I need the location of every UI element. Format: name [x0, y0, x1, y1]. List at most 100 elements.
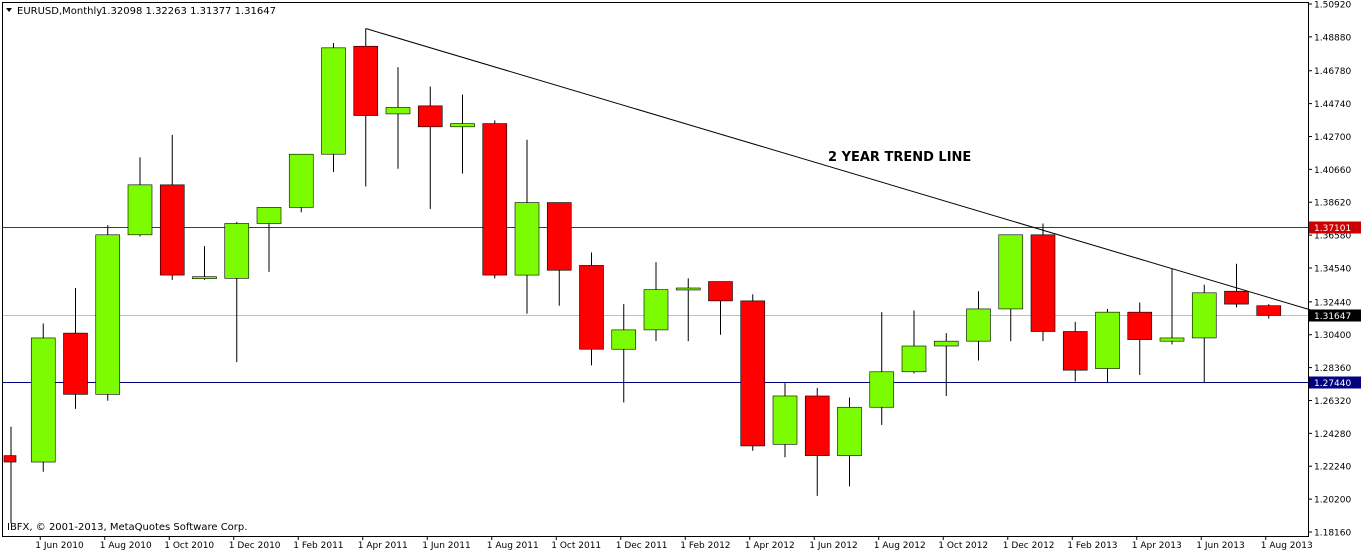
- candle[interactable]: [224, 221, 250, 363]
- candles[interactable]: [3, 28, 1282, 524]
- candle[interactable]: [1191, 284, 1217, 384]
- candle[interactable]: [869, 312, 895, 425]
- candle[interactable]: [901, 310, 927, 374]
- bull-candle-body: [611, 329, 637, 350]
- candle[interactable]: [998, 234, 1024, 342]
- candle[interactable]: [1062, 321, 1088, 382]
- trend-line-group[interactable]: [365, 28, 1319, 313]
- bear-candle-body: [579, 265, 604, 350]
- bear-candle-body: [1030, 234, 1056, 332]
- bull-candle-body: [837, 406, 862, 456]
- bull-candle-body: [933, 340, 959, 347]
- candle[interactable]: [385, 67, 411, 169]
- bear-candle-body: [63, 332, 88, 395]
- candle[interactable]: [1127, 302, 1153, 376]
- candle[interactable]: [772, 383, 798, 458]
- candle[interactable]: [127, 157, 153, 237]
- bear-candle-body: [3, 455, 17, 463]
- bull-candle-body: [192, 276, 217, 280]
- time-tick-label: 1 Aug 2010: [100, 541, 152, 551]
- time-tick-label: 1 Jun 2012: [809, 541, 857, 551]
- bull-candle-body: [966, 308, 991, 342]
- bear-candle-body: [546, 202, 572, 271]
- bear-candle-body: [1062, 331, 1088, 371]
- bull-candle-body: [385, 107, 411, 115]
- candle[interactable]: [63, 287, 88, 409]
- price-tick-label: 1.22240: [1314, 463, 1351, 473]
- price-tick-label: 1.38620: [1314, 199, 1351, 209]
- resistance-price-label: 1.37101: [1314, 224, 1351, 234]
- time-tick-label: 1 Feb 2012: [680, 541, 730, 551]
- trend-line-annotation[interactable]: 2 YEAR TREND LINE: [828, 150, 971, 165]
- candle[interactable]: [837, 397, 862, 487]
- candle[interactable]: [353, 28, 379, 187]
- price-tick-label: 1.40660: [1314, 166, 1351, 176]
- candle[interactable]: [675, 278, 701, 342]
- bull-candle-body: [288, 153, 314, 208]
- price-axis: 1.50920 1.48880 1.46780 1.44740 1.42700 1.406…: [1308, 1, 1361, 539]
- dropdown-triangle-icon[interactable]: [6, 8, 12, 12]
- time-tick-label: 1 Dec 2012: [1003, 541, 1055, 551]
- bull-candle-body: [772, 395, 798, 445]
- candle[interactable]: [1095, 308, 1120, 384]
- candle[interactable]: [95, 225, 121, 401]
- bear-candle-body: [1127, 311, 1153, 340]
- candle[interactable]: [966, 291, 991, 361]
- time-tick-label: 1 Jun 2011: [422, 541, 470, 551]
- candle[interactable]: [450, 94, 475, 174]
- bull-candle-body: [514, 202, 540, 276]
- price-tick-label: 1.48880: [1314, 33, 1351, 43]
- candle[interactable]: [514, 139, 540, 314]
- candle[interactable]: [482, 120, 508, 279]
- candle[interactable]: [417, 86, 443, 210]
- resistance-price-badge: [1309, 221, 1361, 234]
- support-price-badge: [1309, 376, 1361, 389]
- bear-candle-body: [482, 123, 508, 276]
- bull-candle-body: [224, 223, 250, 279]
- candle[interactable]: [643, 262, 669, 342]
- bull-candle-body: [675, 287, 701, 291]
- price-tick-label: 1.28360: [1314, 364, 1351, 374]
- bear-candle-body: [740, 300, 766, 447]
- current-price-badge: [1309, 309, 1361, 322]
- bull-candle-body: [321, 47, 346, 155]
- candle[interactable]: [1224, 263, 1249, 308]
- candle[interactable]: [256, 207, 282, 272]
- candle[interactable]: [708, 281, 733, 335]
- candle[interactable]: [933, 333, 959, 396]
- bull-candle-body: [127, 184, 153, 236]
- candle[interactable]: [288, 153, 314, 213]
- bull-candle-body: [1191, 292, 1217, 339]
- bull-candle-body: [998, 234, 1024, 310]
- time-tick-label: 1 Dec 2010: [229, 541, 281, 551]
- candle[interactable]: [30, 323, 56, 472]
- candle[interactable]: [321, 43, 346, 172]
- price-tick-label: 1.18160: [1314, 529, 1351, 539]
- candle[interactable]: [1256, 304, 1282, 319]
- time-tick-label: 1 Jun 2013: [1196, 541, 1244, 551]
- bear-candle-body: [804, 395, 830, 456]
- ohlc-values: 1.32098 1.32263 1.31377 1.31647: [101, 6, 276, 17]
- bear-candle-body: [708, 281, 733, 302]
- bull-candle-body: [95, 234, 121, 395]
- bull-candle-body: [1095, 311, 1120, 369]
- plot-frame: [2, 2, 1309, 537]
- support-price-label: 1.27440: [1314, 379, 1351, 389]
- candle[interactable]: [546, 202, 572, 306]
- time-axis: 1 Jun 2010 1 Aug 2010 1 Oct 2010 1 Dec 2010…: [35, 536, 1313, 551]
- candle[interactable]: [159, 134, 185, 280]
- trend-line[interactable]: [365, 28, 1319, 313]
- bull-candle-body: [869, 371, 895, 408]
- candle[interactable]: [1159, 268, 1185, 345]
- candle[interactable]: [611, 304, 637, 403]
- time-tick-label: 1 Feb 2013: [1067, 541, 1117, 551]
- candle[interactable]: [804, 387, 830, 496]
- candle[interactable]: [579, 252, 604, 366]
- candle[interactable]: [3, 426, 17, 524]
- candle[interactable]: [740, 294, 766, 451]
- candle[interactable]: [192, 246, 217, 280]
- bull-candle-body: [901, 345, 927, 373]
- candle[interactable]: [1030, 223, 1056, 342]
